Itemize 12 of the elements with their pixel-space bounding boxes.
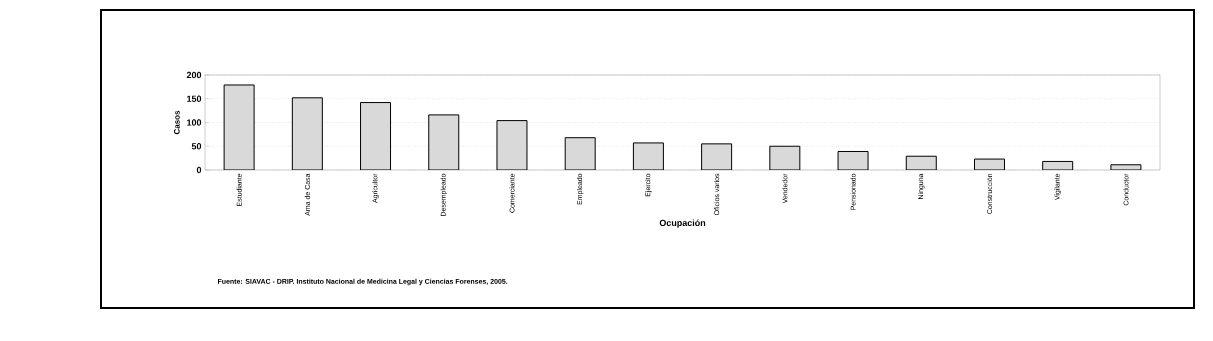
bar <box>360 102 392 170</box>
y-tick-label: 100 <box>187 119 202 126</box>
y-tick-label: 200 <box>186 71 202 79</box>
bar <box>496 120 528 170</box>
y-tick-label: 150 <box>187 95 202 102</box>
y-tick-label: 50 <box>191 143 202 150</box>
bar <box>291 97 323 170</box>
x-axis-title: Ocupación <box>659 219 706 228</box>
bar <box>223 84 255 170</box>
y-tick-label: 0 <box>196 166 202 174</box>
bar <box>564 137 596 170</box>
bar <box>428 114 460 170</box>
